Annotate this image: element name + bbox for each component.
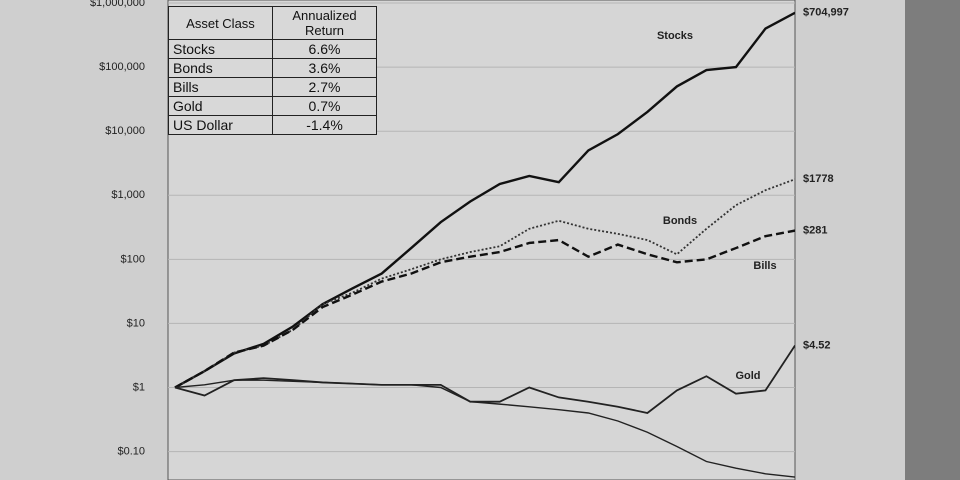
return-table: Asset Class Annualized Return Stocks 6.6% B…	[168, 6, 377, 135]
y-tick-label: $100,000	[99, 61, 145, 73]
table-return: 6.6%	[272, 39, 377, 59]
table-return: 0.7%	[272, 96, 377, 116]
table-asset: Stocks	[168, 39, 273, 59]
y-tick-label: $0.10	[117, 445, 145, 457]
y-tick-label: $1,000,000	[90, 0, 145, 9]
table-header: Annualized Return	[272, 6, 377, 40]
table-asset: Bills	[168, 77, 273, 97]
table-return: -1.4%	[272, 115, 377, 135]
end-label: $704,997	[803, 7, 849, 19]
y-tick-label: $10,000	[105, 125, 145, 137]
table-header: Asset Class	[168, 6, 273, 40]
y-tick-label: $10	[127, 317, 145, 329]
series-line	[174, 379, 795, 478]
y-tick-label: $1,000	[111, 189, 145, 201]
end-label: $1778	[803, 173, 834, 185]
table-return: 2.7%	[272, 77, 377, 97]
table-asset: US Dollar	[168, 115, 273, 135]
end-label: $281	[803, 225, 827, 237]
series-label: Bills	[753, 260, 776, 272]
table-return: 3.6%	[272, 58, 377, 78]
page-edge	[905, 0, 960, 480]
series-line	[174, 11, 795, 389]
table-asset: Bonds	[168, 58, 273, 78]
series-label: Bonds	[663, 215, 697, 227]
y-tick-label: $1	[133, 381, 145, 393]
end-label: $4.52	[803, 339, 831, 351]
series-label: Gold	[735, 370, 760, 382]
y-tick-label: $100	[121, 253, 145, 265]
table-asset: Gold	[168, 96, 273, 116]
series-label: Stocks	[657, 30, 693, 42]
series-line	[174, 345, 795, 414]
series-line	[174, 229, 795, 389]
